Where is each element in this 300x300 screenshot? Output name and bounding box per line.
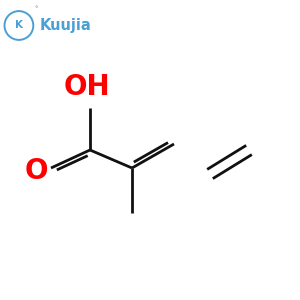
Text: Kuujia: Kuujia xyxy=(39,18,91,33)
Text: OH: OH xyxy=(64,73,110,101)
Text: O: O xyxy=(24,157,48,185)
Text: °: ° xyxy=(35,7,38,13)
Text: K: K xyxy=(15,20,23,31)
